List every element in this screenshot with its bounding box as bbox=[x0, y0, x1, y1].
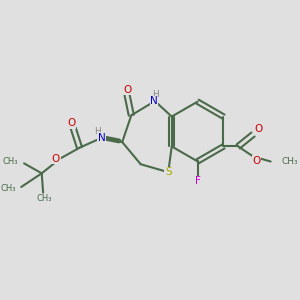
Text: O: O bbox=[52, 154, 60, 164]
Text: S: S bbox=[165, 167, 172, 177]
Text: F: F bbox=[195, 176, 200, 186]
Text: H: H bbox=[94, 127, 101, 136]
Text: N: N bbox=[98, 133, 106, 143]
Text: N: N bbox=[150, 96, 158, 106]
Text: O: O bbox=[252, 156, 260, 166]
Text: CH₃: CH₃ bbox=[37, 194, 52, 203]
Text: H: H bbox=[152, 90, 159, 99]
Text: O: O bbox=[254, 124, 262, 134]
Text: CH₃: CH₃ bbox=[0, 184, 16, 193]
Text: CH₃: CH₃ bbox=[3, 158, 18, 166]
Text: O: O bbox=[123, 85, 131, 95]
Text: O: O bbox=[67, 118, 75, 128]
Text: CH₃: CH₃ bbox=[281, 157, 298, 166]
